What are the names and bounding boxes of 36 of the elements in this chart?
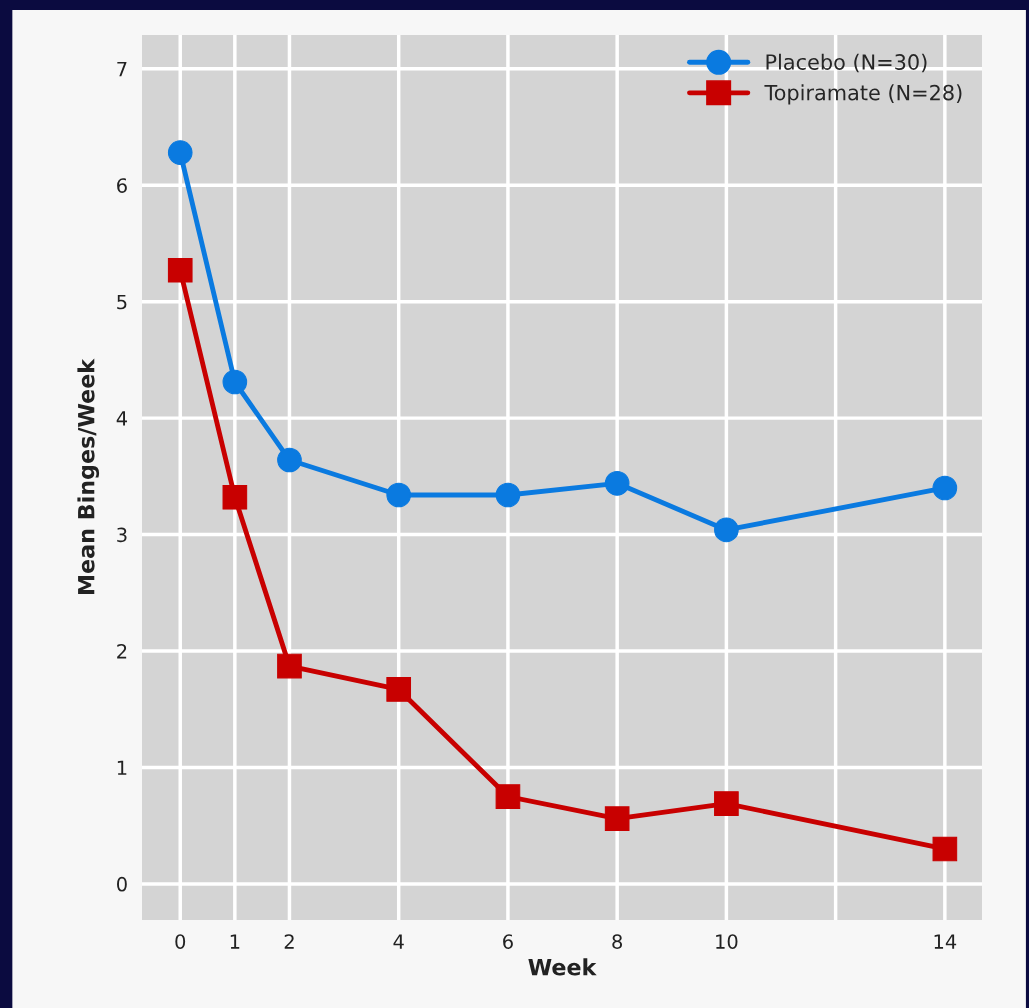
y-tick-label: 7 bbox=[117, 61, 127, 77]
point bbox=[495, 784, 521, 809]
y-tick-label: 1 bbox=[117, 760, 127, 775]
x-axis-title: Week bbox=[528, 958, 597, 976]
point bbox=[167, 257, 193, 283]
y-tick-label: 3 bbox=[117, 527, 127, 543]
legend-label: Placebo (N=30) bbox=[766, 53, 927, 73]
point bbox=[277, 653, 302, 679]
point bbox=[714, 791, 739, 816]
point bbox=[604, 471, 630, 496]
x-tick-label: 6 bbox=[503, 934, 513, 949]
x-tick-label: 0 bbox=[175, 934, 186, 949]
x-tick-label: 4 bbox=[393, 934, 404, 949]
y-tick-label: 4 bbox=[116, 411, 128, 426]
point bbox=[932, 836, 958, 862]
x-tick-label: 1 bbox=[230, 934, 240, 949]
point bbox=[932, 475, 958, 501]
point bbox=[714, 517, 739, 543]
y-tick-label: 0 bbox=[117, 876, 127, 892]
point bbox=[386, 482, 412, 508]
point bbox=[167, 140, 193, 165]
y-axis-title: Mean Binges/Week bbox=[77, 358, 100, 594]
y-tick-label: 2 bbox=[117, 643, 127, 659]
y-tick-label: 6 bbox=[117, 178, 127, 193]
x-tick-label: 8 bbox=[612, 934, 623, 949]
point bbox=[222, 369, 248, 395]
legend-label: Topiramate (N=28) bbox=[764, 84, 962, 105]
point bbox=[604, 806, 630, 832]
x-tick-label: 2 bbox=[284, 934, 294, 949]
point bbox=[495, 482, 521, 508]
point bbox=[386, 677, 412, 702]
y-tick-label: 5 bbox=[117, 294, 127, 310]
x-tick-label: 14 bbox=[934, 934, 957, 949]
point bbox=[222, 484, 248, 510]
point bbox=[277, 447, 302, 473]
x-tick-label: 10 bbox=[716, 934, 738, 949]
